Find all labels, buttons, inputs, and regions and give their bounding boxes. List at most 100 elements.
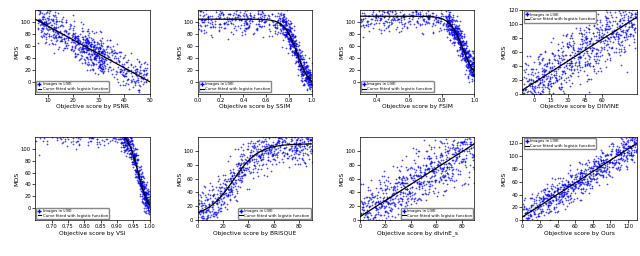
Point <box>412 147 422 151</box>
Point <box>138 183 148 187</box>
Point <box>234 14 244 18</box>
Point <box>129 157 140 162</box>
Point <box>296 63 306 68</box>
Point <box>601 22 611 26</box>
Point <box>262 166 273 170</box>
Point <box>119 136 129 141</box>
Point <box>292 59 303 63</box>
Point <box>450 25 460 29</box>
Point <box>289 44 300 48</box>
Point <box>442 155 452 159</box>
Point <box>613 165 623 169</box>
Point <box>559 193 569 197</box>
Point <box>415 179 426 184</box>
Point <box>364 14 374 18</box>
Point <box>95 119 106 123</box>
Point <box>285 26 295 30</box>
Point <box>289 43 300 47</box>
Point <box>138 189 148 194</box>
Point <box>237 154 247 158</box>
Point <box>291 47 301 51</box>
Point <box>451 35 461 39</box>
Point <box>567 31 577 35</box>
Point <box>363 201 373 205</box>
Point <box>126 63 136 67</box>
Point <box>593 155 603 159</box>
Point <box>246 158 257 162</box>
Point <box>99 60 109 64</box>
Point <box>216 202 226 206</box>
Point <box>585 46 595 50</box>
Point <box>605 152 615 156</box>
Point <box>294 64 305 68</box>
Point <box>588 46 598 50</box>
Point <box>380 188 390 192</box>
Point <box>303 82 314 86</box>
Point <box>553 48 563 52</box>
Point <box>365 187 375 191</box>
Point <box>297 79 307 83</box>
Point <box>444 145 454 149</box>
Point <box>455 42 465 46</box>
Point <box>126 68 136 72</box>
Point <box>250 141 260 145</box>
Point <box>203 213 213 217</box>
Point <box>465 59 476 63</box>
Point <box>577 162 587 166</box>
Point <box>291 135 301 140</box>
Point <box>212 227 223 231</box>
Point <box>193 23 204 27</box>
Point <box>259 157 269 161</box>
Point <box>51 30 61 34</box>
Point <box>110 130 120 134</box>
Point <box>113 137 123 141</box>
Point <box>286 144 296 148</box>
Point <box>143 205 153 209</box>
Point <box>522 213 532 217</box>
Point <box>374 8 385 13</box>
Point <box>122 141 132 145</box>
Point <box>99 48 109 52</box>
Point <box>63 129 73 133</box>
Point <box>291 53 301 57</box>
Point <box>133 88 143 92</box>
Point <box>443 172 453 176</box>
Point <box>213 195 223 199</box>
Point <box>141 209 151 213</box>
Point <box>214 15 225 19</box>
Point <box>376 14 387 18</box>
Point <box>589 159 600 164</box>
Point <box>564 61 575 65</box>
Point <box>452 30 463 34</box>
Point <box>417 18 428 22</box>
Point <box>56 38 66 42</box>
Point <box>291 47 301 51</box>
Point <box>134 180 144 185</box>
Point <box>119 67 129 71</box>
Point <box>459 157 469 161</box>
Point <box>305 125 316 130</box>
Point <box>580 167 591 172</box>
Point <box>295 125 305 130</box>
Point <box>373 14 383 18</box>
Point <box>241 166 252 170</box>
Point <box>122 146 132 150</box>
Point <box>203 232 213 236</box>
Point <box>370 215 380 219</box>
Point <box>547 192 557 196</box>
Point <box>607 30 618 35</box>
Point <box>109 129 120 133</box>
Point <box>285 29 295 33</box>
Point <box>424 20 434 25</box>
Point <box>355 237 365 241</box>
Point <box>51 15 61 19</box>
Point <box>405 19 415 24</box>
Point <box>519 214 529 218</box>
Point <box>62 46 72 50</box>
Point <box>561 76 571 80</box>
Point <box>460 139 470 143</box>
Point <box>131 158 141 163</box>
Point <box>362 7 372 11</box>
Point <box>301 77 311 81</box>
Point <box>442 25 452 29</box>
